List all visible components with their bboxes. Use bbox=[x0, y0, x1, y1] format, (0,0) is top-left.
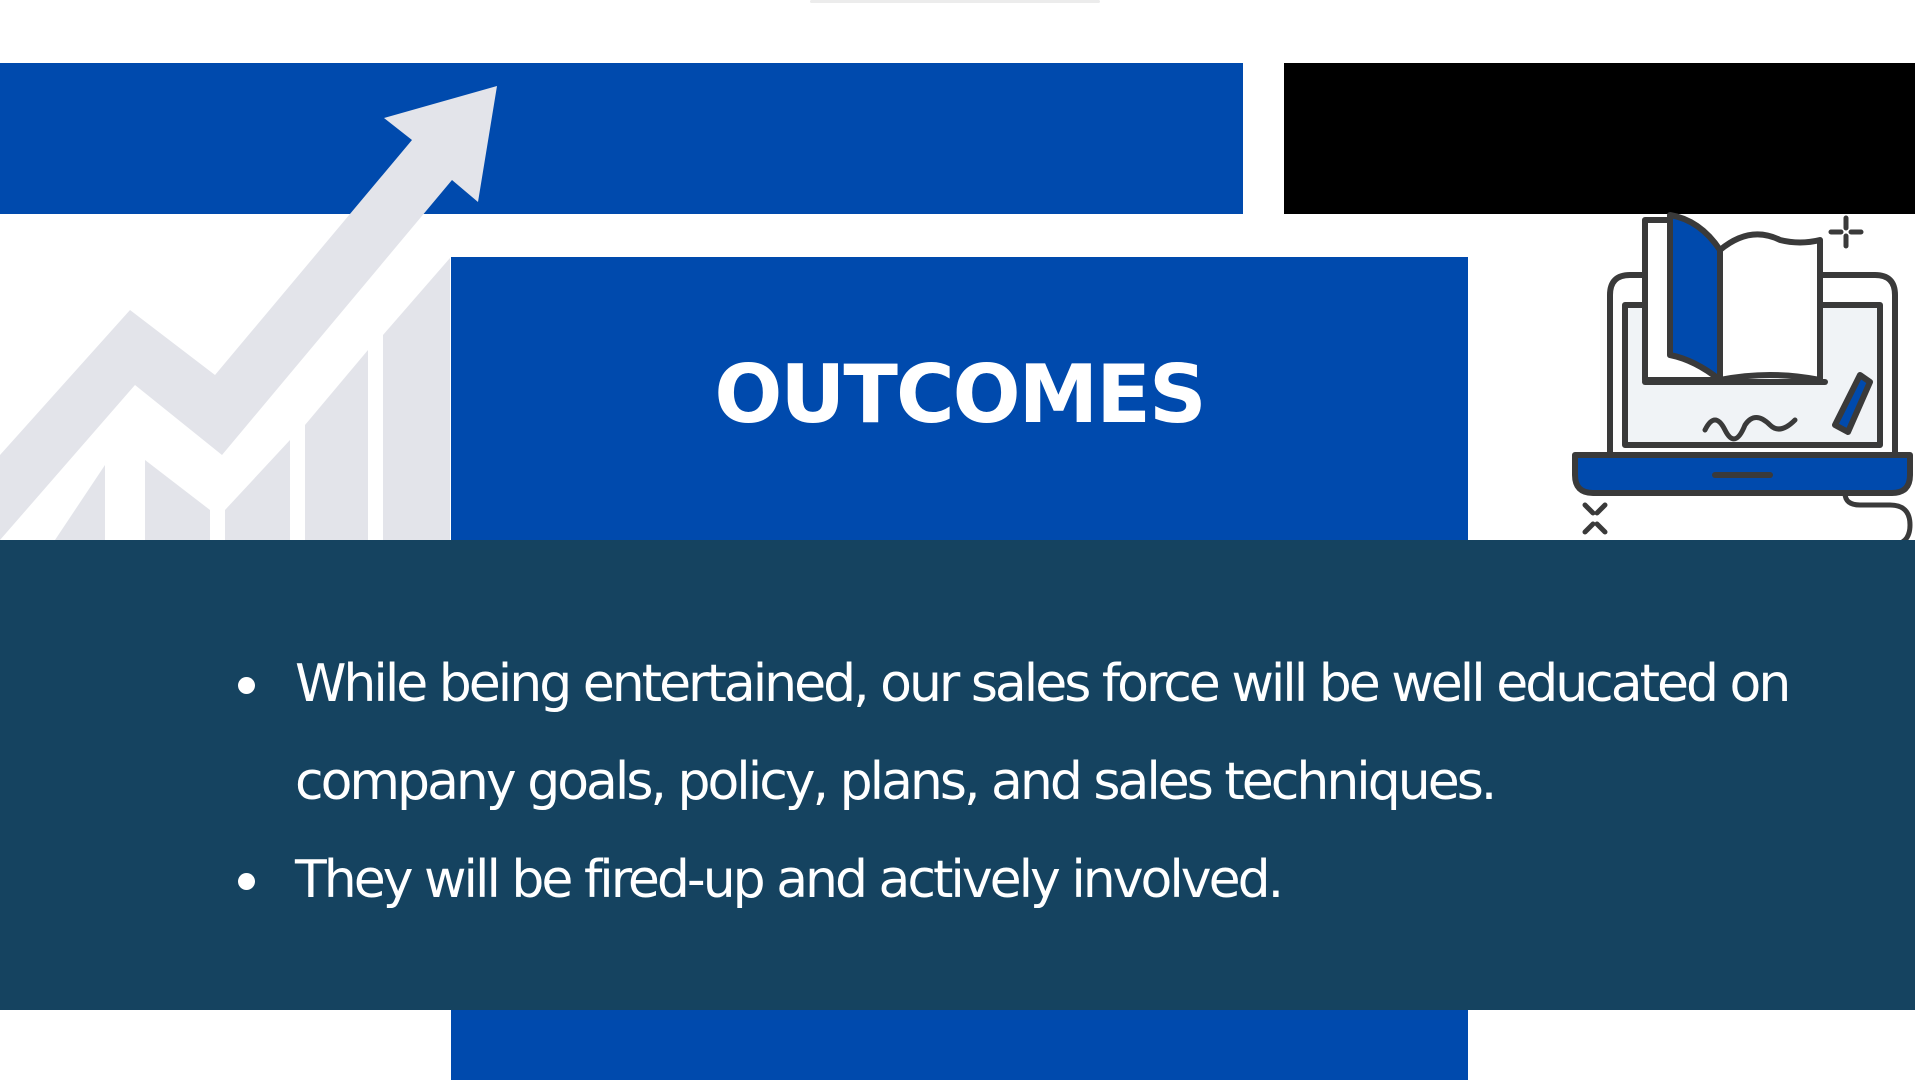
chart-arrow-shape bbox=[0, 86, 497, 540]
slide-title: OUTCOMES bbox=[714, 348, 1206, 441]
bullet-text: While being entertained, our sales force… bbox=[295, 654, 1791, 812]
chart-bar bbox=[55, 465, 105, 540]
chart-bar bbox=[383, 258, 450, 540]
bullet-list: While being entertained, our sales force… bbox=[230, 635, 1791, 929]
bullet-dot-icon bbox=[238, 677, 255, 694]
laptop-book-elearning-icon bbox=[1572, 212, 1913, 589]
bullet-item: They will be fired-up and actively invol… bbox=[230, 831, 1790, 929]
bullet-dot-icon bbox=[238, 873, 255, 890]
growth-chart-arrow-icon bbox=[0, 86, 497, 540]
book-cover bbox=[1667, 212, 1723, 383]
book-page-right bbox=[1717, 231, 1823, 383]
sparkle-icon bbox=[1828, 215, 1864, 249]
pen-icon bbox=[1832, 372, 1873, 435]
signature-squiggle bbox=[1702, 415, 1798, 442]
chart-bar bbox=[145, 460, 210, 540]
top-blue-bar bbox=[0, 63, 1243, 214]
content-band bbox=[0, 540, 1915, 1010]
top-black-bar bbox=[1284, 63, 1915, 214]
bullet-item: While being entertained, our sales force… bbox=[230, 635, 1791, 831]
top-divider bbox=[810, 0, 1100, 3]
bullet-text: They will be fired-up and actively invol… bbox=[295, 850, 1284, 910]
chart-bar bbox=[225, 440, 290, 540]
sparkle-icon bbox=[1582, 502, 1608, 535]
chart-bar bbox=[305, 350, 368, 540]
